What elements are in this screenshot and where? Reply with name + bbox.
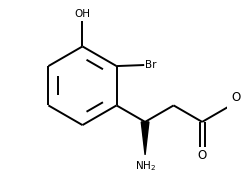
Text: O: O	[198, 149, 207, 162]
Text: Br: Br	[145, 60, 157, 70]
Text: OH: OH	[74, 9, 90, 19]
Text: NH$_2$: NH$_2$	[134, 159, 156, 173]
Text: O: O	[232, 91, 241, 104]
Polygon shape	[141, 122, 149, 155]
